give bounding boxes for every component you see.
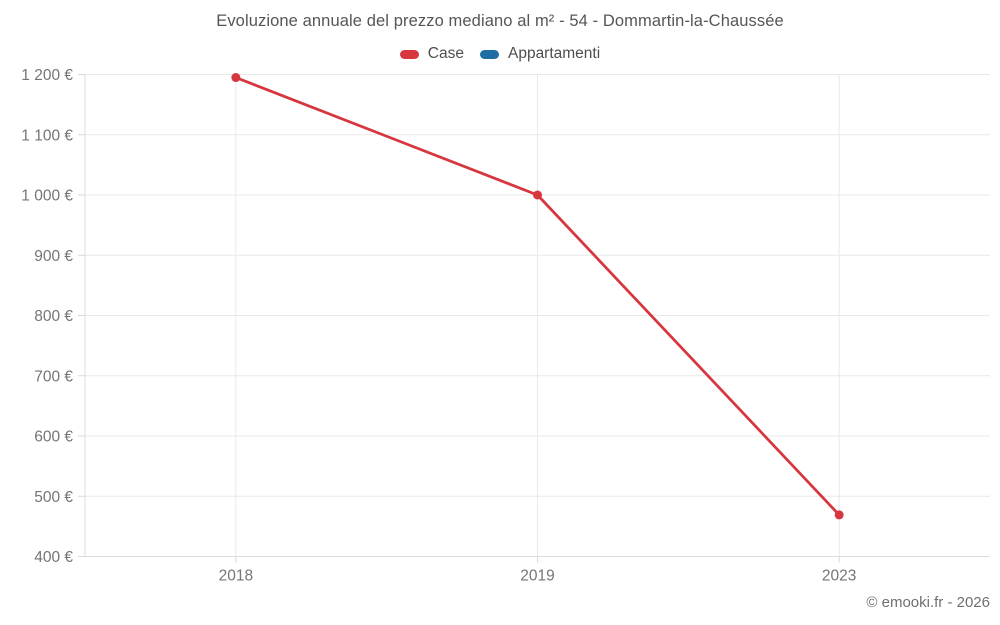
y-tick-label: 500 € [34, 489, 73, 506]
y-tick-label: 400 € [34, 549, 73, 566]
legend-label-appartamenti: Appartamenti [507, 45, 601, 62]
data-point-case-2019[interactable] [533, 190, 542, 200]
chart-title: Evoluzione annuale del prezzo mediano al… [216, 12, 784, 30]
y-tick-label: 700 € [34, 368, 73, 385]
y-tick-label: 1 000 € [21, 188, 73, 205]
case-series-swatch-icon [399, 49, 419, 59]
y-tick-label: 600 € [34, 429, 73, 446]
x-tick-label: 2019 [520, 568, 554, 585]
data-point-case-2018[interactable] [231, 73, 241, 83]
legend-label-case: Case [427, 45, 464, 62]
y-tick-label: 1 100 € [21, 127, 73, 144]
legend-item-case[interactable]: Case [399, 45, 464, 63]
chart-legend: Case Appartamenti [0, 45, 1000, 63]
y-tick-label: 900 € [34, 248, 73, 265]
x-tick-label: 2023 [822, 568, 856, 585]
y-tick-label: 800 € [34, 308, 73, 325]
copyright-footer: © emooki.fr - 2026 [866, 594, 990, 611]
legend-item-appartamenti[interactable]: Appartamenti [479, 45, 601, 63]
y-tick-label: 1 200 € [21, 67, 73, 84]
appartamenti-series-swatch-icon [479, 49, 499, 59]
data-point-case-2023[interactable] [834, 510, 844, 520]
x-tick-label: 2018 [219, 568, 253, 585]
